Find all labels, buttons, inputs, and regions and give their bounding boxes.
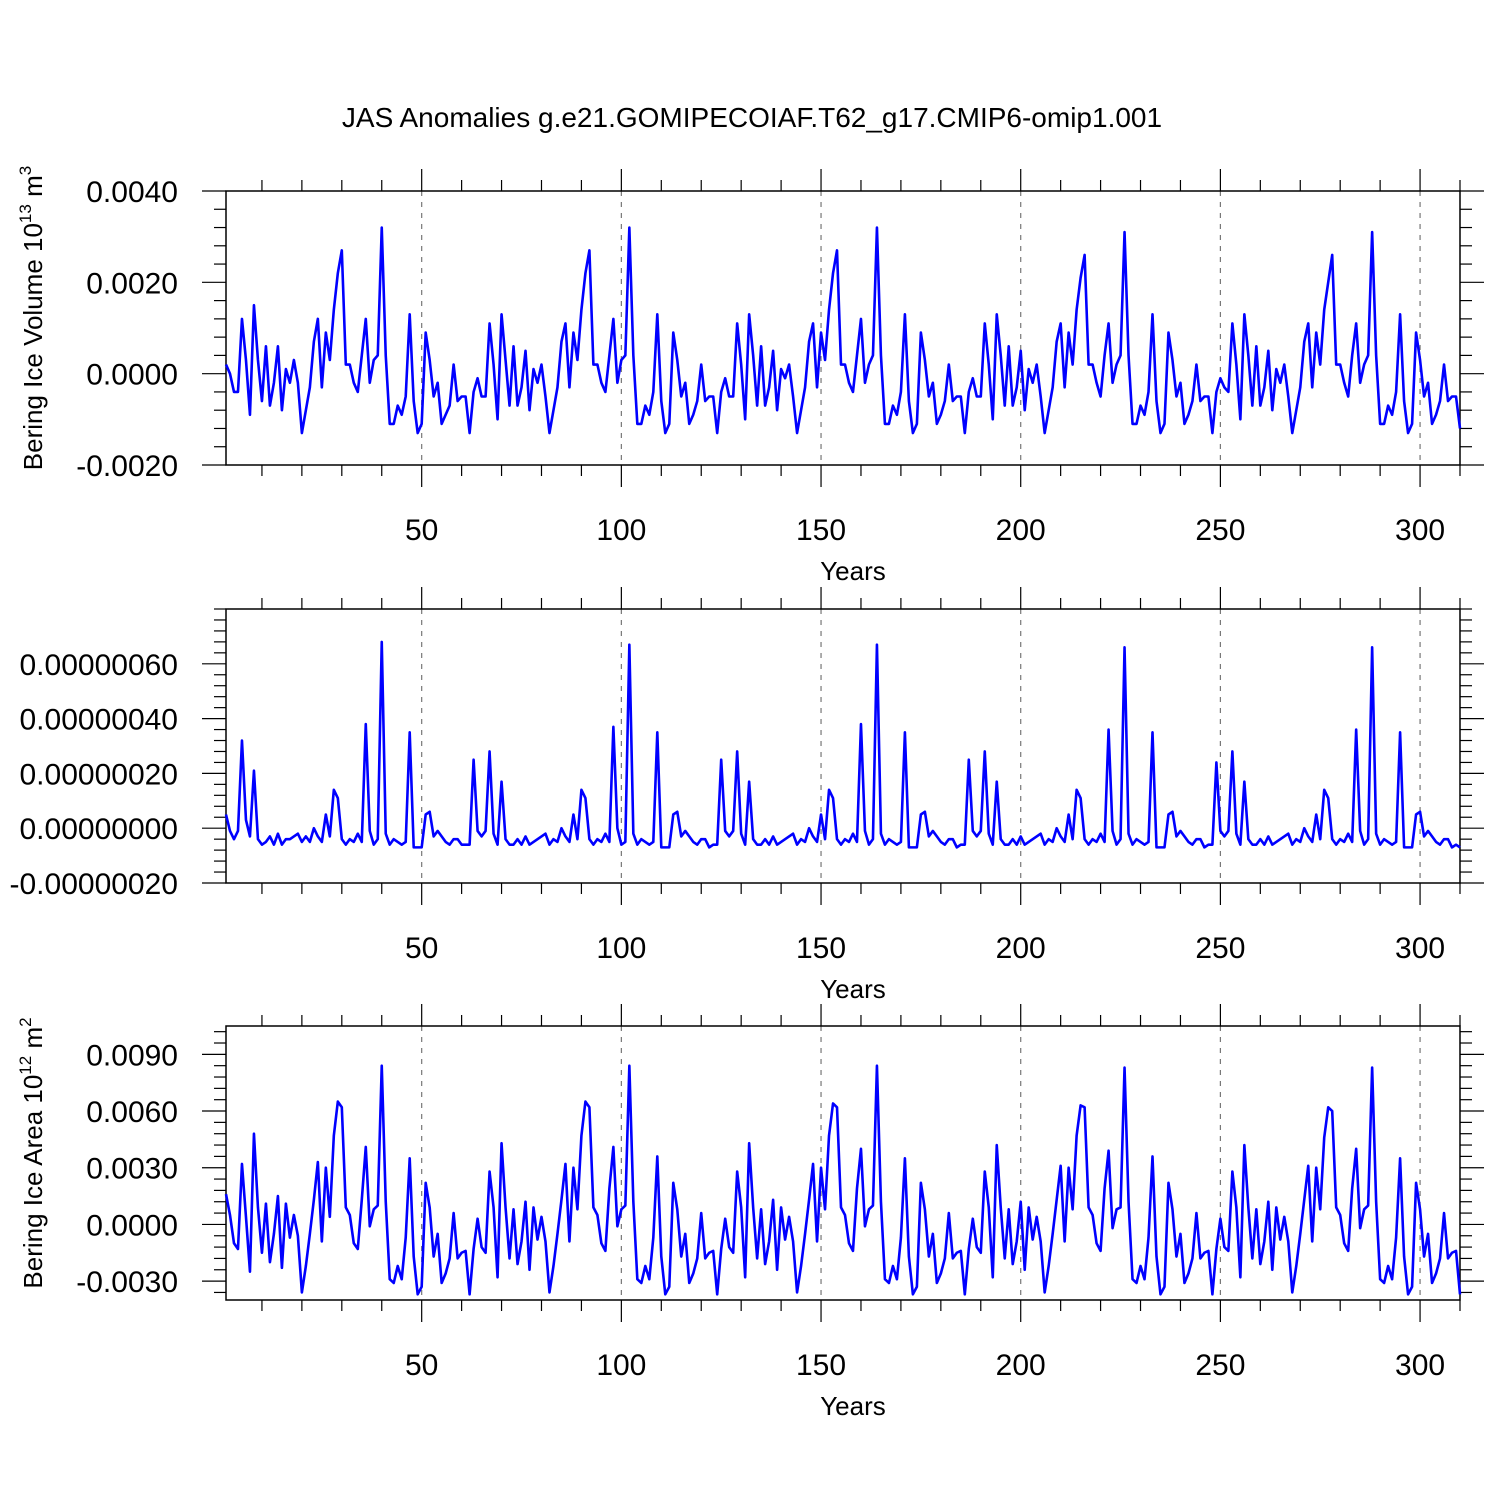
y-tick-label: -0.0020	[76, 450, 178, 483]
plot-frame	[225, 190, 1461, 466]
x-tick-label: 100	[596, 932, 646, 965]
x-tick-label: 150	[796, 1349, 846, 1382]
y-tick-label: 0.0000	[86, 359, 178, 392]
x-tick-label: 50	[405, 1349, 438, 1382]
y-axis-title-ylabel-unit: m	[18, 175, 48, 204]
x-tick-label: 100	[596, 514, 646, 547]
x-tick-label: 50	[405, 932, 438, 965]
y-tick-label: -0.0030	[76, 1266, 178, 1299]
x-tick-label: 100	[596, 1349, 646, 1382]
x-tick-label: 300	[1395, 932, 1445, 965]
y-tick-label: 0.00000040	[20, 704, 179, 737]
x-tick-label: 300	[1395, 514, 1445, 547]
x-tick-label: 250	[1195, 514, 1245, 547]
y-tick-label: 0.0030	[86, 1153, 178, 1186]
y-tick-label: 0.00000000	[20, 813, 179, 846]
series-line	[224, 226, 1462, 435]
y-axis-title-ylabel: Bering Ice Volume 10	[18, 223, 48, 470]
y-axis-title-ylabel-exp: 12	[16, 1056, 35, 1075]
panel-ice-area: 50 100 150 200 250 300 -0.0030 0.0000 0.0030 0.00…	[16, 1004, 1484, 1421]
series-line	[224, 640, 1461, 849]
x-tick-label: 200	[996, 514, 1046, 547]
x-tick-label: 50	[405, 514, 438, 547]
y-axis-title: Bering Ice Area 1012 m2	[16, 1017, 48, 1288]
figure-title: JAS Anomalies g.e21.GOMIPECOIAF.T62_g17.…	[342, 102, 1162, 133]
y-tick-label: 0.0060	[86, 1096, 178, 1129]
y-axis-title: Bering Ice Volume 1013 m3	[16, 166, 48, 470]
plot-frame	[225, 608, 1461, 884]
y-tick-label: -0.00000020	[10, 868, 179, 901]
x-tick-label: 200	[996, 1349, 1046, 1382]
x-tick-label: 150	[796, 514, 846, 547]
y-axis-title-ylabel-unit-exp: 3	[16, 166, 35, 175]
y-tick-label: 0.0040	[86, 176, 178, 209]
x-tick-label: 250	[1195, 1349, 1245, 1382]
x-tick-label: 300	[1395, 1349, 1445, 1382]
panel-ice-volume: 50 100 150 200 250 300 -0.0020 0.0000 0.0020 0.00…	[16, 166, 1484, 586]
y-tick-label: 0.00000020	[20, 758, 179, 791]
y-axis-title-ylabel-exp: 13	[16, 204, 35, 223]
y-axis-title-ylabel-unit: m	[18, 1027, 48, 1056]
y-tick-label: 0.0000	[86, 1209, 178, 1242]
plot-frame	[225, 1025, 1461, 1301]
y-axis-title-ylabel: Bering Ice Area 10	[18, 1075, 48, 1289]
y-axis-title-ylabel-unit-exp: 2	[16, 1017, 35, 1026]
x-tick-label: 200	[996, 932, 1046, 965]
x-tick-label: 250	[1195, 932, 1245, 965]
x-tick-label: 150	[796, 932, 846, 965]
y-tick-label: 0.0090	[86, 1039, 178, 1072]
panel-second-variable: 50 100 150 200 250 300 -0.00000020 0.00000000 0.…	[10, 587, 1484, 1004]
y-tick-label: 0.00000060	[20, 649, 179, 682]
x-axis-title: Years	[820, 556, 886, 586]
series-line	[224, 1064, 1462, 1296]
y-tick-label: 0.0020	[86, 267, 178, 300]
x-axis-title: Years	[820, 974, 886, 1004]
x-axis-title: Years	[820, 1391, 886, 1421]
